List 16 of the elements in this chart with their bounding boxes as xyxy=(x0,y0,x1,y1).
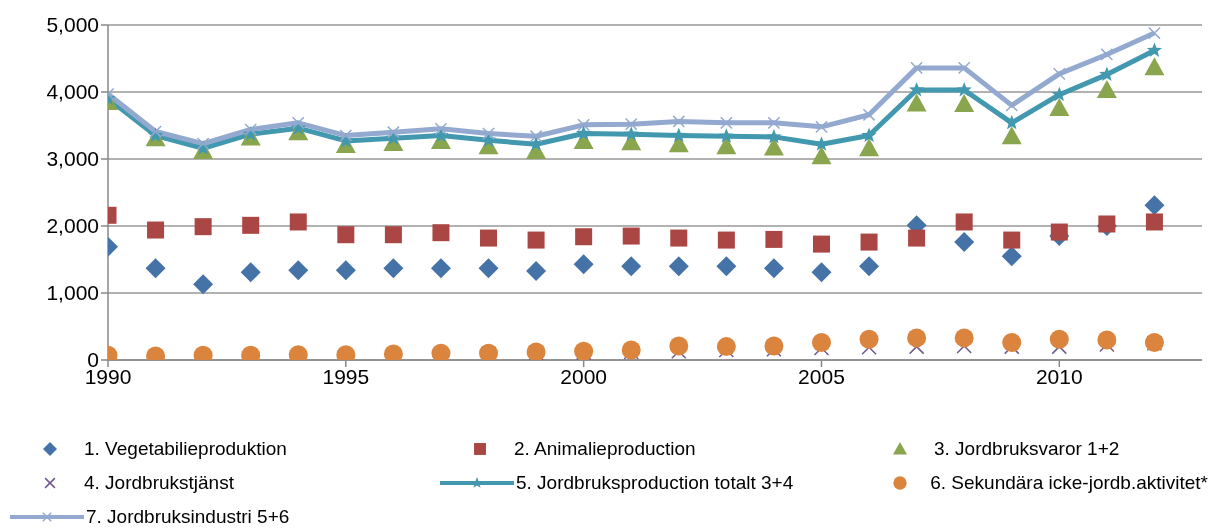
legend-label: 1. Vegetabilieproduktion xyxy=(84,438,287,460)
y-tick-label: 1,000 xyxy=(46,281,99,305)
y-tick-label: 3,000 xyxy=(46,147,99,171)
legend-label: 6. Sekundära icke-jordb.aktivitet* xyxy=(930,472,1208,494)
legend-label: 4. Jordbrukstjänst xyxy=(84,472,234,494)
legend-label: 7. Jordbruksindustri 5+6 xyxy=(86,506,290,528)
x-tick-label: 2005 xyxy=(798,364,845,388)
y-tick-label: 4,000 xyxy=(46,80,99,104)
x-tick-label: 1995 xyxy=(322,364,370,388)
y-tick-label: 2,000 xyxy=(46,214,99,238)
legend-label: 3. Jordbruksvaror 1+2 xyxy=(934,438,1120,460)
legend-label: 5. Jordbruksproduction totalt 3+4 xyxy=(516,472,794,494)
legend-label: 2. Animalieproduction xyxy=(514,438,696,460)
x-tick-label: 2000 xyxy=(560,364,608,388)
x-tick-label: 2010 xyxy=(1035,364,1083,388)
y-tick-label: 5,000 xyxy=(46,13,99,37)
